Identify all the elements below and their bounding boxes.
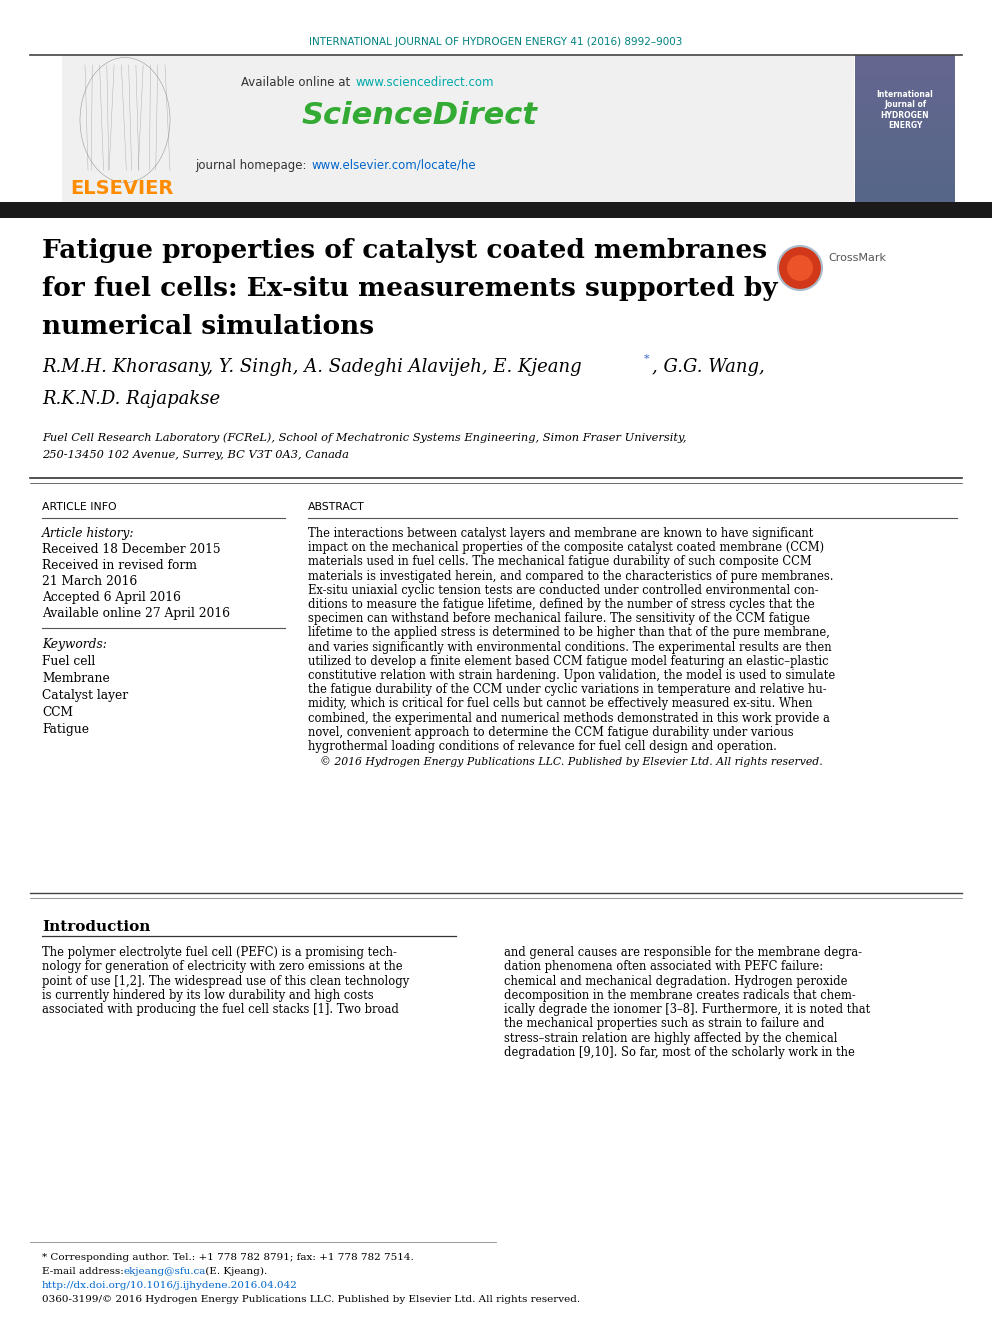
Text: novel, convenient approach to determine the CCM fatigue durability under various: novel, convenient approach to determine … — [308, 726, 794, 738]
Text: Introduction: Introduction — [42, 919, 151, 934]
Text: materials is investigated herein, and compared to the characteristics of pure me: materials is investigated herein, and co… — [308, 570, 833, 582]
Text: , G.G. Wang,: , G.G. Wang, — [652, 359, 765, 376]
Text: 21 March 2016: 21 March 2016 — [42, 576, 137, 587]
Text: © 2016 Hydrogen Energy Publications LLC. Published by Elsevier Ltd. All rights r: © 2016 Hydrogen Energy Publications LLC.… — [320, 757, 822, 767]
Text: materials used in fuel cells. The mechanical fatigue durability of such composit: materials used in fuel cells. The mechan… — [308, 556, 811, 569]
Text: Fatigue properties of catalyst coated membranes: Fatigue properties of catalyst coated me… — [42, 238, 767, 263]
Text: * Corresponding author. Tel.: +1 778 782 8791; fax: +1 778 782 7514.: * Corresponding author. Tel.: +1 778 782… — [42, 1253, 414, 1262]
Text: Membrane: Membrane — [42, 672, 110, 685]
Text: Ex-situ uniaxial cyclic tension tests are conducted under controlled environment: Ex-situ uniaxial cyclic tension tests ar… — [308, 583, 818, 597]
Text: numerical simulations: numerical simulations — [42, 314, 374, 339]
Text: R.K.N.D. Rajapakse: R.K.N.D. Rajapakse — [42, 390, 220, 407]
Text: International
Journal of
HYDROGEN
ENERGY: International Journal of HYDROGEN ENERGY — [877, 90, 933, 130]
Text: ekjeang@sfu.ca: ekjeang@sfu.ca — [124, 1267, 206, 1275]
Text: Available online 27 April 2016: Available online 27 April 2016 — [42, 607, 230, 620]
Text: decomposition in the membrane creates radicals that chem-: decomposition in the membrane creates ra… — [504, 988, 856, 1002]
Text: Received 18 December 2015: Received 18 December 2015 — [42, 542, 220, 556]
Text: The interactions between catalyst layers and membrane are known to have signific: The interactions between catalyst layers… — [308, 527, 813, 540]
Text: ditions to measure the fatigue lifetime, defined by the number of stress cycles : ditions to measure the fatigue lifetime,… — [308, 598, 814, 611]
Bar — [62, 56, 854, 205]
Text: The polymer electrolyte fuel cell (PEFC) is a promising tech-: The polymer electrolyte fuel cell (PEFC)… — [42, 946, 397, 959]
Text: dation phenomena often associated with PEFC failure:: dation phenomena often associated with P… — [504, 960, 823, 974]
Text: nology for generation of electricity with zero emissions at the: nology for generation of electricity wit… — [42, 960, 403, 974]
Text: and general causes are responsible for the membrane degra-: and general causes are responsible for t… — [504, 946, 862, 959]
Text: combined, the experimental and numerical methods demonstrated in this work provi: combined, the experimental and numerical… — [308, 712, 830, 725]
Text: ScienceDirect: ScienceDirect — [302, 101, 538, 130]
Text: Fuel Cell Research Laboratory (FCReL), School of Mechatronic Systems Engineering: Fuel Cell Research Laboratory (FCReL), S… — [42, 433, 686, 443]
Text: INTERNATIONAL JOURNAL OF HYDROGEN ENERGY 41 (2016) 8992–9003: INTERNATIONAL JOURNAL OF HYDROGEN ENERGY… — [310, 37, 682, 48]
Text: ELSEVIER: ELSEVIER — [70, 179, 174, 197]
Text: Fuel cell: Fuel cell — [42, 655, 95, 668]
Text: and varies significantly with environmental conditions. The experimental results: and varies significantly with environmen… — [308, 640, 831, 654]
Text: is currently hindered by its low durability and high costs: is currently hindered by its low durabil… — [42, 988, 374, 1002]
Text: Keywords:: Keywords: — [42, 638, 107, 651]
Text: Received in revised form: Received in revised form — [42, 560, 197, 572]
Text: chemical and mechanical degradation. Hydrogen peroxide: chemical and mechanical degradation. Hyd… — [504, 975, 847, 987]
Text: Fatigue: Fatigue — [42, 722, 89, 736]
Text: specimen can withstand before mechanical failure. The sensitivity of the CCM fat: specimen can withstand before mechanical… — [308, 613, 810, 626]
Text: (E. Kjeang).: (E. Kjeang). — [202, 1267, 267, 1277]
Bar — [855, 56, 955, 205]
Text: 250-13450 102 Avenue, Surrey, BC V3T 0A3, Canada: 250-13450 102 Avenue, Surrey, BC V3T 0A3… — [42, 450, 349, 460]
Text: impact on the mechanical properties of the composite catalyst coated membrane (C: impact on the mechanical properties of t… — [308, 541, 824, 554]
Text: http://dx.doi.org/10.1016/j.ijhydene.2016.04.042: http://dx.doi.org/10.1016/j.ijhydene.201… — [42, 1281, 298, 1290]
Text: for fuel cells: Ex-situ measurements supported by: for fuel cells: Ex-situ measurements sup… — [42, 277, 778, 302]
Text: the fatigue durability of the CCM under cyclic variations in temperature and rel: the fatigue durability of the CCM under … — [308, 683, 826, 696]
Text: www.sciencedirect.com: www.sciencedirect.com — [355, 77, 493, 90]
Text: CrossMark: CrossMark — [828, 253, 886, 263]
Text: R.M.H. Khorasany, Y. Singh, A. Sadeghi Alavijeh, E. Kjeang: R.M.H. Khorasany, Y. Singh, A. Sadeghi A… — [42, 359, 581, 376]
Text: ically degrade the ionomer [3–8]. Furthermore, it is noted that: ically degrade the ionomer [3–8]. Furthe… — [504, 1003, 870, 1016]
Text: www.elsevier.com/locate/he: www.elsevier.com/locate/he — [311, 159, 475, 172]
Text: ARTICLE INFO: ARTICLE INFO — [42, 501, 117, 512]
Text: Available online at: Available online at — [241, 77, 354, 90]
Text: Catalyst layer: Catalyst layer — [42, 689, 128, 703]
Text: E-mail address:: E-mail address: — [42, 1267, 127, 1275]
Text: utilized to develop a finite element based CCM fatigue model featuring an elasti: utilized to develop a finite element bas… — [308, 655, 828, 668]
Text: hygrothermal loading conditions of relevance for fuel cell design and operation.: hygrothermal loading conditions of relev… — [308, 740, 777, 753]
Text: lifetime to the applied stress is determined to be higher than that of the pure : lifetime to the applied stress is determ… — [308, 626, 830, 639]
Text: *: * — [644, 355, 650, 364]
Text: CCM: CCM — [42, 706, 73, 718]
Circle shape — [778, 246, 822, 290]
Text: point of use [1,2]. The widespread use of this clean technology: point of use [1,2]. The widespread use o… — [42, 975, 410, 987]
Text: Article history:: Article history: — [42, 527, 135, 540]
Text: ABSTRACT: ABSTRACT — [308, 501, 365, 512]
Circle shape — [787, 255, 813, 280]
Text: associated with producing the fuel cell stacks [1]. Two broad: associated with producing the fuel cell … — [42, 1003, 399, 1016]
Text: degradation [9,10]. So far, most of the scholarly work in the: degradation [9,10]. So far, most of the … — [504, 1046, 855, 1060]
Text: 0360-3199/© 2016 Hydrogen Energy Publications LLC. Published by Elsevier Ltd. Al: 0360-3199/© 2016 Hydrogen Energy Publica… — [42, 1295, 580, 1304]
Text: stress–strain relation are highly affected by the chemical: stress–strain relation are highly affect… — [504, 1032, 837, 1045]
Text: midity, which is critical for fuel cells but cannot be effectively measured ex-s: midity, which is critical for fuel cells… — [308, 697, 812, 710]
Text: constitutive relation with strain hardening. Upon validation, the model is used : constitutive relation with strain harden… — [308, 669, 835, 681]
Text: Accepted 6 April 2016: Accepted 6 April 2016 — [42, 591, 181, 605]
Text: journal homepage:: journal homepage: — [194, 159, 310, 172]
Bar — [0, 202, 992, 218]
Text: the mechanical properties such as strain to failure and: the mechanical properties such as strain… — [504, 1017, 824, 1031]
